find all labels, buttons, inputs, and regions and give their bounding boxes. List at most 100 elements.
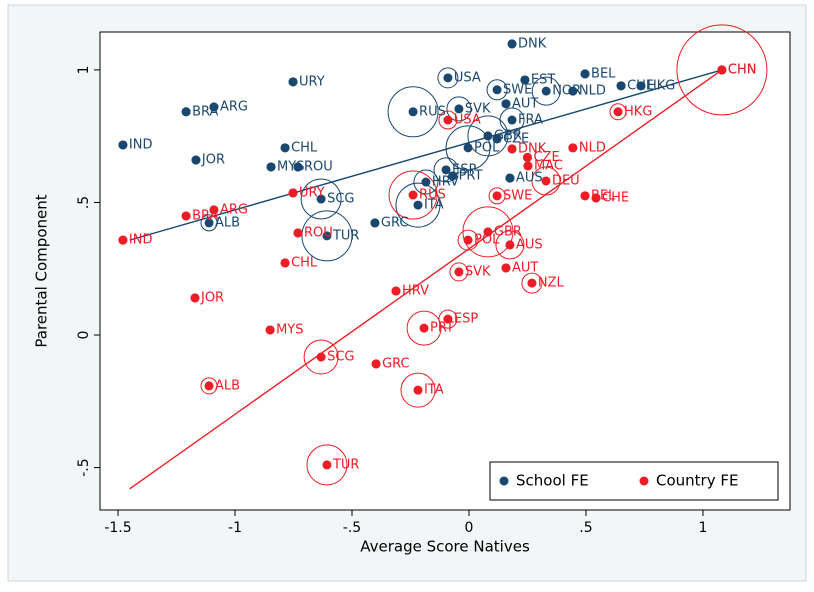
point [507, 39, 517, 49]
point-label: HRV [402, 284, 429, 299]
weight-ring [462, 206, 514, 258]
point [505, 173, 515, 183]
y-tick-label: 1 [76, 65, 92, 74]
point-label: DEU [552, 173, 580, 188]
point [370, 218, 380, 228]
point-label: ARG [220, 202, 248, 217]
point-label: URY [299, 185, 325, 200]
x-tick-label: .5 [579, 520, 592, 536]
point [391, 286, 401, 296]
point-label: MAC [534, 158, 563, 173]
point [441, 165, 451, 175]
point-label: JOR [201, 153, 225, 168]
point [316, 352, 326, 362]
weight-ring [413, 169, 439, 195]
weight-ring [488, 187, 506, 205]
point [118, 235, 128, 245]
x-tick-label: -.5 [343, 520, 361, 536]
y-tick-label: 0 [76, 331, 92, 340]
point [413, 200, 423, 210]
point [266, 162, 276, 172]
point-label: POL [474, 140, 500, 155]
x-tick-label: -1 [228, 520, 242, 536]
weight-ring [486, 79, 508, 101]
weight-ring [395, 182, 441, 228]
point [568, 143, 578, 153]
weight-ring [433, 157, 459, 183]
fit-line [129, 69, 723, 241]
point-label: NLD [579, 84, 606, 99]
point-label: MYS [276, 322, 303, 337]
point-label: PRT [459, 168, 483, 183]
point [316, 194, 326, 204]
point [616, 81, 626, 91]
point [527, 278, 537, 288]
point-label: URY [299, 74, 325, 89]
point [443, 115, 453, 125]
legend-marker [499, 476, 509, 486]
weight-ring [521, 272, 543, 294]
point [209, 205, 219, 215]
point-label: SWE [503, 82, 532, 97]
point [501, 99, 511, 109]
point [288, 188, 298, 198]
point-label: JOR [200, 290, 224, 305]
weight-ring [467, 115, 509, 157]
point [507, 115, 517, 125]
point [265, 325, 275, 335]
point-label: AUS [516, 237, 543, 252]
point [448, 171, 458, 181]
point-label: CHN [728, 62, 757, 77]
point [288, 77, 298, 87]
point-label: IND [129, 233, 153, 248]
weight-ring [437, 67, 459, 89]
weight-ring [438, 110, 458, 130]
point [454, 104, 464, 114]
point-label: NOR [552, 84, 581, 99]
point-label: CZE [533, 150, 559, 165]
weight-ring [445, 125, 491, 171]
point-label: NLD [579, 140, 606, 155]
weight-ring [400, 372, 436, 408]
point [413, 385, 423, 395]
point [293, 228, 303, 238]
y-tick-label: -.5 [76, 458, 92, 476]
point-label: USA [454, 113, 481, 128]
point [463, 143, 473, 153]
point-label: BRA [192, 104, 218, 119]
legend-label: Country FE [656, 472, 738, 490]
weight-ring [388, 170, 438, 220]
weight-ring [495, 230, 525, 260]
point-label: SWE [503, 188, 532, 203]
point-label: SCG [327, 192, 354, 207]
point-label: ARG [220, 100, 248, 115]
legend-box [489, 461, 779, 501]
legend-marker [639, 476, 649, 486]
point [613, 107, 623, 117]
weight-ring [387, 86, 439, 138]
weight-ring [531, 166, 561, 196]
point-label: CZE [503, 131, 529, 146]
point [492, 134, 502, 144]
point [463, 235, 473, 245]
point-label: HKG [624, 104, 652, 119]
point [322, 460, 332, 470]
weight-ring [446, 96, 472, 122]
point [454, 267, 464, 277]
point-label: ROU [304, 159, 333, 174]
point-label: GBR [494, 224, 522, 239]
y-tick-label: .5 [76, 196, 92, 209]
weight-ring [676, 24, 768, 116]
point [505, 240, 515, 250]
point-label: RUS [419, 188, 446, 203]
point [322, 231, 332, 241]
weight-ring [200, 377, 218, 395]
point [541, 86, 551, 96]
point [483, 227, 493, 237]
point [591, 193, 601, 203]
point [408, 107, 418, 117]
point-label: RUS [419, 104, 446, 119]
point-label: ESP [452, 162, 476, 177]
point-label: CHE [602, 190, 629, 205]
point [507, 144, 517, 154]
